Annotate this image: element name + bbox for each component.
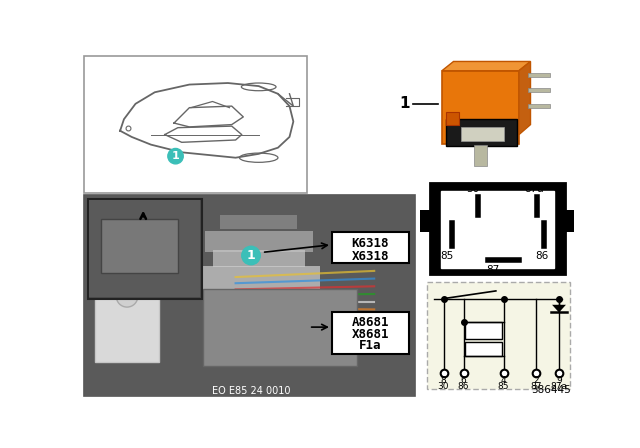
Text: 6: 6 xyxy=(461,375,467,385)
Bar xyxy=(90,200,200,297)
Text: 386445: 386445 xyxy=(531,385,570,395)
Text: 86: 86 xyxy=(458,382,469,391)
Text: 87: 87 xyxy=(530,382,541,391)
Text: F1a: F1a xyxy=(359,339,381,352)
Polygon shape xyxy=(519,61,531,134)
Bar xyxy=(431,183,565,274)
Bar xyxy=(197,266,320,293)
Text: 1: 1 xyxy=(400,96,410,111)
Bar xyxy=(420,210,431,232)
Bar xyxy=(205,231,312,252)
Bar xyxy=(441,191,554,268)
Text: 1: 1 xyxy=(246,249,255,262)
Bar xyxy=(220,215,297,229)
Text: 86: 86 xyxy=(536,251,548,261)
Bar xyxy=(84,196,414,396)
Circle shape xyxy=(116,285,138,307)
Bar xyxy=(427,282,570,389)
Bar xyxy=(84,195,415,396)
Text: 1: 1 xyxy=(172,151,179,161)
Text: 87: 87 xyxy=(486,265,499,275)
Text: X8681: X8681 xyxy=(351,327,389,340)
Text: 8: 8 xyxy=(440,375,446,385)
Text: 87a: 87a xyxy=(550,382,568,391)
Text: A8681: A8681 xyxy=(351,316,389,329)
Bar xyxy=(212,250,305,267)
Bar xyxy=(204,289,357,366)
Text: 2: 2 xyxy=(533,375,539,385)
Text: 30: 30 xyxy=(438,382,449,391)
Bar xyxy=(332,233,409,263)
Polygon shape xyxy=(446,112,459,125)
Bar xyxy=(528,73,550,77)
Bar xyxy=(528,88,550,92)
Polygon shape xyxy=(552,305,566,313)
Bar xyxy=(332,312,409,354)
Bar xyxy=(442,71,519,144)
Bar xyxy=(528,104,550,108)
Bar xyxy=(474,145,486,166)
Bar xyxy=(564,210,575,232)
Polygon shape xyxy=(442,61,531,71)
Bar xyxy=(465,322,502,339)
Bar xyxy=(101,220,178,273)
Text: 4: 4 xyxy=(500,375,506,385)
Bar xyxy=(461,127,504,141)
Text: X6318: X6318 xyxy=(351,250,389,263)
Bar xyxy=(88,198,202,299)
Text: 87a: 87a xyxy=(525,184,544,194)
Text: 9: 9 xyxy=(556,375,562,385)
Bar xyxy=(465,342,502,356)
Text: EO E85 24 0010: EO E85 24 0010 xyxy=(212,386,291,396)
Text: K6318: K6318 xyxy=(351,237,389,250)
Circle shape xyxy=(242,246,260,265)
Bar xyxy=(95,289,159,362)
Text: 85: 85 xyxy=(441,251,454,261)
Circle shape xyxy=(168,148,183,164)
Text: 85: 85 xyxy=(498,382,509,391)
Bar xyxy=(84,56,307,193)
Text: 30: 30 xyxy=(466,184,479,194)
Bar xyxy=(446,119,516,146)
